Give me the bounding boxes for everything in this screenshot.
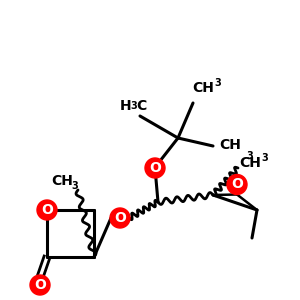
Text: CH: CH <box>192 81 214 95</box>
Text: O: O <box>34 278 46 292</box>
Text: CH: CH <box>219 138 241 152</box>
Text: O: O <box>114 211 126 225</box>
Circle shape <box>30 275 50 295</box>
Text: CH: CH <box>239 156 261 170</box>
Text: O: O <box>149 161 161 175</box>
Circle shape <box>145 158 165 178</box>
Text: 3: 3 <box>130 101 137 111</box>
Circle shape <box>227 175 247 194</box>
Circle shape <box>37 200 57 220</box>
Text: 3: 3 <box>72 181 78 191</box>
Text: 3: 3 <box>214 78 221 88</box>
Text: O: O <box>41 203 53 217</box>
Text: CH: CH <box>51 174 73 188</box>
Text: H: H <box>120 99 132 113</box>
Text: O: O <box>231 178 243 191</box>
Text: 3: 3 <box>262 153 268 163</box>
Circle shape <box>110 208 130 228</box>
Text: C: C <box>136 99 146 113</box>
Text: 3: 3 <box>247 151 254 161</box>
